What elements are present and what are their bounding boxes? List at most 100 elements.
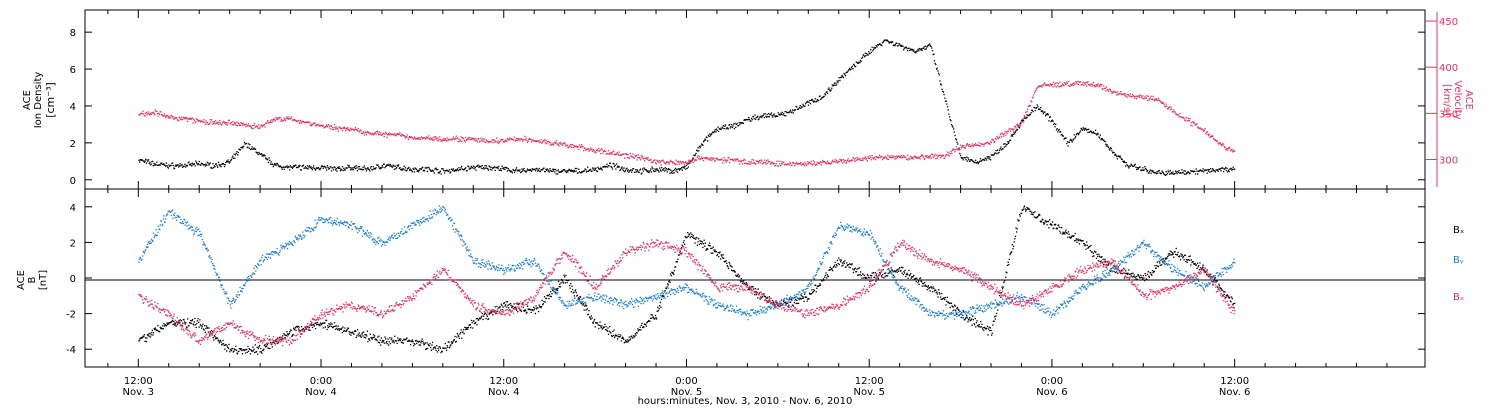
data-point-Bx <box>609 326 611 328</box>
data-point-right <box>1092 81 1095 84</box>
data-point-Bx <box>475 321 477 323</box>
data-point-right <box>909 158 911 160</box>
data-point-right <box>1058 86 1060 88</box>
data-point-right <box>454 137 457 139</box>
data-point-right <box>1041 86 1043 88</box>
data-point-Bx <box>353 333 355 335</box>
data-point-Bx <box>467 326 470 329</box>
data-point-right <box>502 140 505 143</box>
data-point-Bx <box>1184 254 1186 256</box>
data-point-right <box>901 155 903 157</box>
data-point-Bx <box>780 302 782 304</box>
data-point-left <box>496 166 498 168</box>
data-point-right <box>197 120 200 122</box>
data-point-Bx <box>765 297 767 299</box>
data-point-left <box>378 167 381 169</box>
data-point-left <box>328 168 330 170</box>
data-point-left <box>1033 107 1036 109</box>
data-point-left <box>344 169 346 171</box>
data-point-Bx <box>1016 231 1018 233</box>
data-point-Bx <box>194 324 197 326</box>
data-point-Bx <box>1054 224 1056 226</box>
data-point-right <box>713 158 715 160</box>
data-point-right <box>224 121 226 124</box>
data-point-left <box>820 97 823 99</box>
data-point-left <box>274 163 276 165</box>
data-point-right <box>488 140 490 143</box>
data-point-right <box>1164 105 1167 108</box>
data-point-Bx <box>244 352 247 354</box>
data-point-Bx <box>634 333 636 335</box>
data-point-right <box>833 161 836 163</box>
data-point-left <box>726 127 729 129</box>
data-point-left <box>881 42 884 44</box>
data-point-right <box>1231 151 1234 153</box>
data-point-Bx <box>1168 254 1170 257</box>
data-point-right <box>678 163 681 165</box>
data-point-Bx <box>483 315 485 317</box>
data-point-right <box>896 156 899 159</box>
data-point-Bx <box>1141 277 1143 279</box>
data-point-right <box>868 157 870 159</box>
data-point-Bx <box>444 342 446 345</box>
data-point-Bx <box>464 326 466 328</box>
data-point-left <box>138 159 140 161</box>
data-point-left <box>750 120 752 122</box>
data-point-left <box>873 46 875 49</box>
data-point-Bx <box>502 306 504 308</box>
data-point-Bx <box>626 339 629 341</box>
data-point-right <box>321 124 323 127</box>
data-point-right <box>1127 94 1130 96</box>
data-point-Bx <box>481 312 484 315</box>
data-point-right <box>498 142 500 145</box>
data-point-Bx <box>405 339 407 341</box>
data-point-Bx <box>452 342 454 344</box>
data-point-left <box>1141 169 1143 171</box>
data-point-right <box>996 135 998 137</box>
data-point-Bx <box>314 322 316 324</box>
data-point-Bx <box>182 322 184 324</box>
data-point-right <box>532 139 534 141</box>
data-point-Bx <box>1102 258 1104 260</box>
data-point-left <box>1044 115 1047 117</box>
data-point-right <box>796 163 799 166</box>
data-point-left <box>1138 166 1140 168</box>
data-point-Bx <box>366 330 368 332</box>
data-point-right <box>265 122 267 125</box>
data-point-right <box>935 158 937 160</box>
data-point-Bx <box>535 305 537 307</box>
data-point-Bx <box>517 311 519 313</box>
data-point-Bx <box>806 300 808 302</box>
data-point-left <box>636 169 638 171</box>
data-point-left <box>674 169 676 171</box>
data-point-right <box>735 160 737 162</box>
data-point-Bx <box>928 288 930 290</box>
data-point-Bx <box>1142 278 1144 280</box>
data-point-right <box>459 139 461 141</box>
data-point-Bx <box>201 327 203 329</box>
data-point-right <box>1217 143 1219 145</box>
data-point-Bx <box>869 274 872 277</box>
data-point-right <box>382 133 384 135</box>
data-point-left <box>593 167 595 169</box>
data-point-right <box>951 149 953 152</box>
data-point-left <box>640 173 642 175</box>
data-point-Bx <box>1151 269 1154 272</box>
data-point-right <box>452 136 455 138</box>
data-point-left <box>681 167 683 169</box>
data-point-Bx <box>1025 209 1027 211</box>
data-point-right <box>764 161 766 163</box>
data-point-left <box>763 116 766 119</box>
data-point-right <box>1046 84 1048 87</box>
data-point-left <box>683 166 685 168</box>
data-point-right <box>918 156 921 158</box>
data-point-right <box>383 136 385 138</box>
data-point-left <box>929 45 931 47</box>
data-point-right <box>166 114 168 116</box>
data-point-Bx <box>229 351 231 353</box>
data-point-left <box>698 145 701 148</box>
data-point-right <box>445 139 447 141</box>
data-point-right <box>1163 103 1165 105</box>
data-point-left <box>746 119 749 121</box>
data-point-Bx <box>207 331 209 333</box>
